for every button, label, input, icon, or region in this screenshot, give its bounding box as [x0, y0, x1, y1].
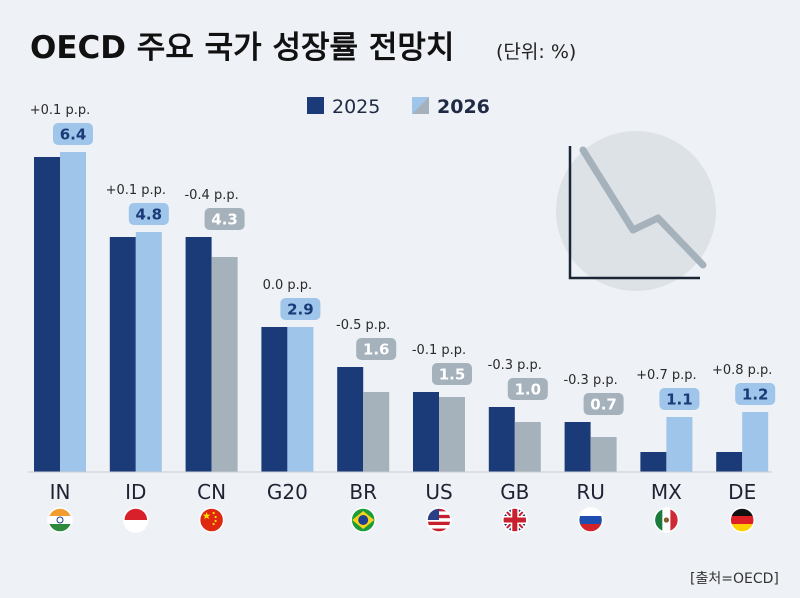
icon-declining-line [579, 146, 707, 269]
bar-2026-mx [666, 417, 693, 472]
germany-flag [729, 507, 755, 533]
bar-2025-gb [488, 407, 515, 472]
change-label-in: +0.1 p.p. [30, 103, 90, 118]
bar-2025-ru [564, 422, 591, 472]
indonesia-flag [123, 507, 149, 533]
value-badge-gb [507, 378, 548, 400]
value-label-de: 1.2 [742, 386, 769, 404]
category-label-de: DE [728, 480, 756, 504]
value-badge-cn [204, 208, 245, 230]
bar-2026-in [60, 152, 86, 472]
chart-title: OECD 주요 국가 성장률 전망치 [30, 30, 454, 66]
bar-2025-id [109, 237, 136, 472]
brazil-flag [350, 507, 376, 533]
bar-2025-mx [640, 452, 667, 472]
change-label-ru: -0.3 p.p. [563, 373, 617, 388]
bar-2026-gb [514, 422, 541, 472]
value-label-gb: 1.0 [515, 381, 542, 399]
group-id: 4.8 +0.1 p.p. ID [106, 183, 169, 533]
category-label-mx: MX [651, 480, 682, 504]
bar-2026-de [742, 412, 769, 472]
change-label-de: +0.8 p.p. [712, 363, 772, 378]
legend-swatch-2026-grey-half [412, 97, 429, 114]
value-badge-us [432, 363, 472, 385]
bar-2025-in [34, 157, 60, 472]
change-label-mx: +0.7 p.p. [636, 368, 696, 383]
bar-2026-cn [211, 257, 238, 472]
bar-2025-de [716, 452, 743, 472]
change-label-g20: 0.0 p.p. [263, 278, 313, 293]
group-ru: 0.7 -0.3 p.p. RU [563, 373, 624, 533]
mexico-flag [653, 507, 680, 533]
category-label-us: US [425, 480, 452, 504]
category-label-ru: RU [576, 480, 605, 504]
source-note: [출처=OECD] [690, 571, 779, 587]
value-badge-br [356, 338, 397, 360]
value-label-id: 4.8 [136, 206, 163, 224]
value-label-us: 1.5 [439, 366, 466, 384]
legend-swatch-2025 [307, 97, 324, 114]
usa-flag [426, 507, 452, 533]
india-flag [47, 507, 73, 533]
value-badge-g20 [280, 298, 321, 320]
group-cn: 4.3 -0.4 p.p. CN [184, 188, 245, 533]
bar-2026-us [439, 397, 465, 472]
change-label-id: +0.1 p.p. [106, 183, 166, 198]
unit-note: (단위: %) [496, 41, 576, 63]
value-badge-ru [583, 393, 624, 415]
value-badge-de [735, 383, 776, 405]
value-label-g20: 2.9 [287, 301, 314, 319]
change-label-us: -0.1 p.p. [412, 343, 466, 358]
group-de: 1.2 +0.8 p.p. DE [712, 363, 776, 533]
bar-2026-br [363, 392, 390, 472]
group-in: 6.4 +0.1 p.p. IN [30, 103, 93, 533]
bar-2026-ru [590, 437, 617, 472]
value-label-br: 1.6 [363, 341, 390, 359]
value-badge-id [128, 203, 169, 225]
category-label-in: IN [50, 480, 71, 504]
bar-2026-id [135, 232, 162, 472]
bar-2026-g20 [287, 327, 314, 472]
bar-2025-us [413, 392, 439, 472]
category-label-cn: CN [197, 480, 226, 504]
china-flag [198, 507, 225, 533]
group-gb: 1.0 -0.3 p.p. GB [488, 358, 548, 533]
icon-axes [568, 146, 700, 280]
change-label-cn: -0.4 p.p. [184, 188, 238, 203]
category-label-id: ID [125, 480, 146, 504]
value-badge-in [53, 123, 93, 145]
bar-2025-br [337, 367, 364, 472]
bar-2025-cn [185, 237, 212, 472]
value-badge-mx [659, 388, 700, 410]
icon-circle-background [556, 131, 716, 291]
bars-layer: 6.4 +0.1 p.p. IN 4.8 +0.1 p.p. ID 4.3 -0.4 p.p.… [30, 103, 776, 533]
category-label-br: BR [349, 480, 377, 504]
declining-line-icon [556, 131, 716, 291]
category-label-gb: GB [500, 480, 529, 504]
value-label-cn: 4.3 [211, 211, 238, 229]
group-mx: 1.1 +0.7 p.p. MX [636, 368, 700, 533]
legend-label-2026: 2026 [437, 96, 490, 118]
uk-flag [502, 507, 528, 533]
group-br: 1.6 -0.5 p.p. BR [336, 318, 397, 533]
value-label-in: 6.4 [60, 126, 87, 144]
legend-label-2025: 2025 [332, 96, 380, 118]
change-label-gb: -0.3 p.p. [488, 358, 542, 373]
group-g20: 2.9 0.0 p.p. G20 [261, 278, 321, 504]
bar-2025-g20 [261, 327, 288, 472]
value-label-mx: 1.1 [666, 391, 693, 409]
value-label-ru: 0.7 [590, 396, 617, 414]
legend: 2025 2026 [307, 96, 490, 118]
russia-flag [577, 507, 604, 533]
category-label-g20: G20 [267, 480, 308, 504]
group-us: 1.5 -0.1 p.p. US [412, 343, 472, 533]
change-label-br: -0.5 p.p. [336, 318, 390, 333]
